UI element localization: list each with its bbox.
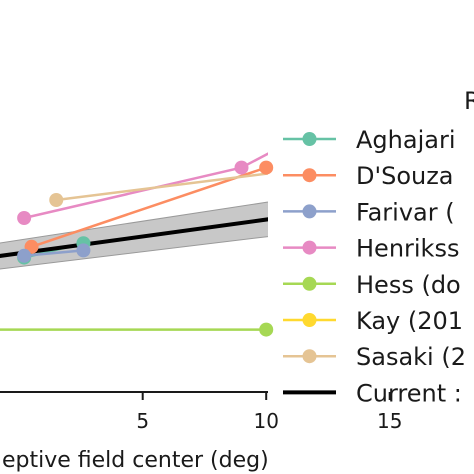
x-tick-label: 10 [253,409,278,433]
legend-sasaki-2-marker [302,349,317,364]
legend-d-souza-label: D'Souza [356,162,454,190]
hess-do-point [259,322,274,337]
x-tick-label: 5 [136,409,149,433]
legend-kay-201-label: Kay (201 [356,307,463,335]
legend-farivar-label: Farivar ( [356,198,455,226]
x-axis-ticks: 5101520 [136,392,402,433]
legend-d-souza-marker [302,168,317,183]
legend-henrikss-label: Henrikss [356,235,459,263]
henrikss-point [234,160,249,175]
d-souza-point [259,160,274,175]
x-axis-label: eptive field center (deg) [2,448,269,473]
farivar-point [17,248,32,263]
legend-farivar-marker [302,204,317,219]
d-souza-series-line [30,166,268,249]
legend: Aghajari D'Souza Farivar ( Henrikss Hess (do… [283,126,466,407]
legend-current-label: Current : [356,379,462,407]
henrikss-point [17,211,32,225]
legend-kay-201-marker [302,313,317,327]
legend-hess-do-label: Hess (do [356,271,461,299]
legend-henrikss-marker [302,240,317,255]
legend-aghajari-marker [302,132,317,146]
farivar-series-line [22,249,85,258]
sasaki-2-point [49,193,64,207]
sasaki-2-series-line [55,172,268,202]
legend-aghajari-label: Aghajari [356,126,455,154]
legend-sasaki-2-label: Sasaki (2 [356,343,466,371]
x-tick-label: 15 [377,409,402,433]
legend-hess-do-marker [302,276,317,291]
series-markers-layer [17,160,274,337]
legend-title: R [464,87,474,115]
farivar-point [76,243,91,258]
